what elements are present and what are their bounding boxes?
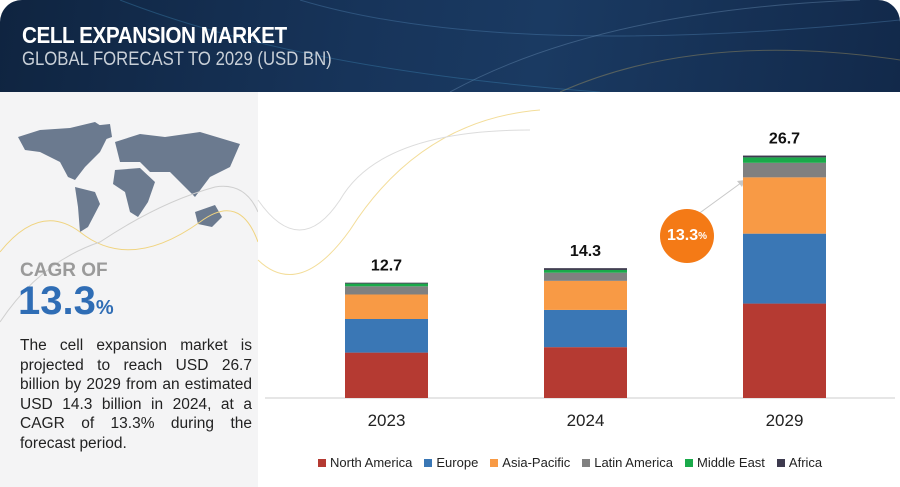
- bar-segment-north-america: [544, 347, 627, 398]
- cagr-number: 13.3: [18, 279, 96, 323]
- bar-total-label: 14.3: [570, 243, 601, 260]
- legend-swatch: [424, 458, 433, 467]
- market-description: The cell expansion market is projected t…: [20, 337, 252, 452]
- legend-swatch: [318, 458, 326, 467]
- bar-segment-north-america: [743, 303, 826, 398]
- bar-segment-asia-pacific: [743, 177, 826, 234]
- legend-swatch: [776, 458, 785, 467]
- legend-swatch: [490, 458, 499, 467]
- bar-segment-africa: [345, 282, 428, 284]
- legend-item: Latin America: [582, 455, 673, 470]
- legend-label: North America: [330, 455, 413, 470]
- bar-total-label: 26.7: [769, 131, 800, 148]
- x-tick-label: 2024: [567, 411, 605, 430]
- summary-panel: [0, 92, 259, 487]
- bar-segment-europe: [743, 233, 826, 304]
- legend-label: Latin America: [594, 455, 673, 470]
- legend-label: Middle East: [696, 455, 765, 470]
- legend-item: Asia-Pacific: [490, 455, 570, 470]
- bar-segment-latin-america: [743, 162, 826, 178]
- legend-swatch: [582, 458, 591, 467]
- legend-item: Middle East: [684, 455, 765, 470]
- header-banner: CELL EXPANSION MARKET GLOBAL FORECAST TO…: [0, 0, 900, 92]
- bar-segment-europe: [544, 309, 627, 348]
- cagr-bubble-value: 13.3: [666, 227, 699, 244]
- bar-segment-africa: [544, 268, 627, 270]
- world-map-icon: [0, 122, 259, 323]
- legend-item: Europe: [424, 455, 478, 470]
- legend-label: Asia-Pacific: [502, 455, 571, 470]
- bar-segment-north-america: [345, 352, 428, 398]
- bar-segment-europe: [345, 319, 428, 353]
- bar-segment-middle-east: [544, 269, 627, 273]
- bar-segment-asia-pacific: [345, 294, 428, 320]
- bar-segment-middle-east: [743, 157, 826, 163]
- legend-item: Africa: [776, 455, 823, 470]
- legend-item: North America: [318, 455, 412, 470]
- bar-segment-middle-east: [345, 283, 428, 287]
- bar-segment-latin-america: [544, 272, 627, 281]
- chart-legend: North America Europe Asia-Pacific Latin Ame…: [318, 455, 822, 470]
- cagr-bubble-unit: %: [698, 230, 708, 242]
- cagr-label: CAGR OF: [20, 260, 108, 281]
- bar-segment-latin-america: [345, 286, 428, 295]
- cagr-unit: %: [95, 297, 114, 319]
- x-tick-label: 2029: [766, 411, 804, 430]
- legend-label: Europe: [436, 455, 479, 470]
- page-title: CELL EXPANSION MARKET: [22, 22, 287, 48]
- bar-segment-asia-pacific: [544, 280, 627, 310]
- legend-swatch: [684, 458, 693, 467]
- bar-total-label: 12.7: [371, 258, 402, 275]
- header-decoration: [119, 0, 900, 92]
- bar-segment-africa: [743, 155, 826, 158]
- legend-label: Africa: [788, 455, 823, 470]
- cagr-bubble: 13.3%: [660, 209, 714, 263]
- decorative-curve: [257, 109, 541, 275]
- page-subtitle: GLOBAL FORECAST TO 2029 (USD BN): [22, 49, 332, 70]
- decorative-curve: [257, 129, 531, 231]
- x-tick-label: 2023: [368, 411, 406, 430]
- cagr-value: 13.3%: [18, 279, 114, 324]
